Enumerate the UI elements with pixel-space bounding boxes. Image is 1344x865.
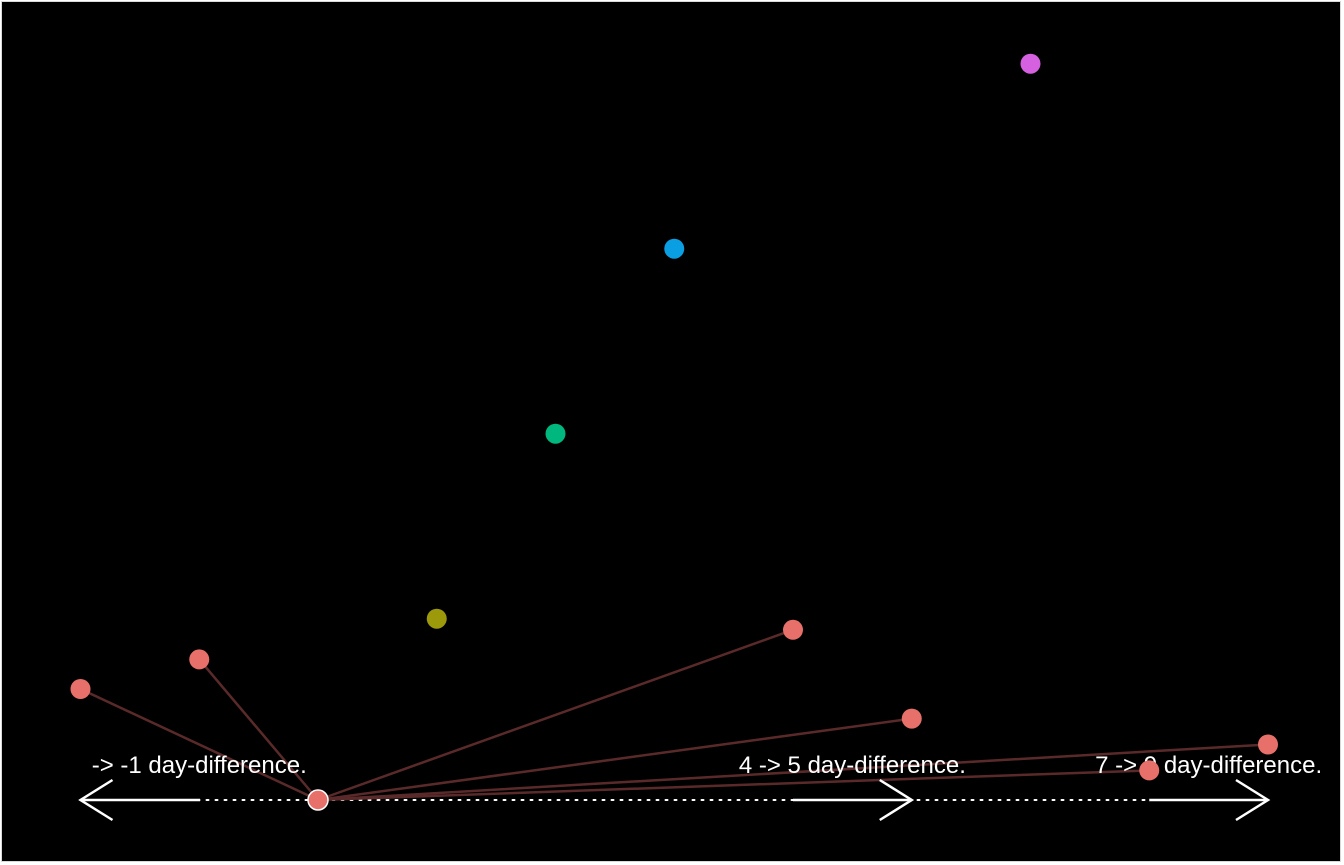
- range-arrow-head-0: [78, 778, 114, 822]
- connected-point-1: [189, 649, 210, 670]
- connector-line-2: [317, 628, 794, 802]
- connector-line-3: [317, 717, 912, 802]
- data-point-3: [1020, 53, 1041, 74]
- connector-line-0: [79, 687, 319, 802]
- connected-point-5: [1258, 734, 1278, 755]
- connected-point-3: [901, 708, 922, 729]
- data-point-0: [426, 608, 447, 629]
- connected-point-0: [70, 679, 91, 699]
- data-points: [70, 53, 1278, 811]
- range-label-1: 4 -> 5 day-difference.: [739, 752, 966, 779]
- hub-point: [307, 789, 329, 811]
- range-labels: -> -1 day-difference. 4 -> 5 day-differen…: [92, 752, 1322, 779]
- data-point-1: [545, 423, 566, 444]
- connector-lines: [79, 628, 1269, 802]
- range-arrows: [78, 778, 1271, 822]
- connected-point-4: [1139, 760, 1160, 781]
- connector-line-4: [317, 769, 1150, 802]
- connector-line-5: [317, 743, 1269, 802]
- data-point-2: [664, 238, 685, 259]
- connector-line-1: [198, 658, 319, 801]
- range-label-2: 7 -> 9 day-difference.: [1095, 752, 1322, 779]
- connected-point-2: [783, 619, 803, 640]
- range-arrow-head-1: [879, 778, 915, 822]
- range-arrow-head-2: [1235, 778, 1271, 822]
- range-label-0: -> -1 day-difference.: [92, 752, 307, 779]
